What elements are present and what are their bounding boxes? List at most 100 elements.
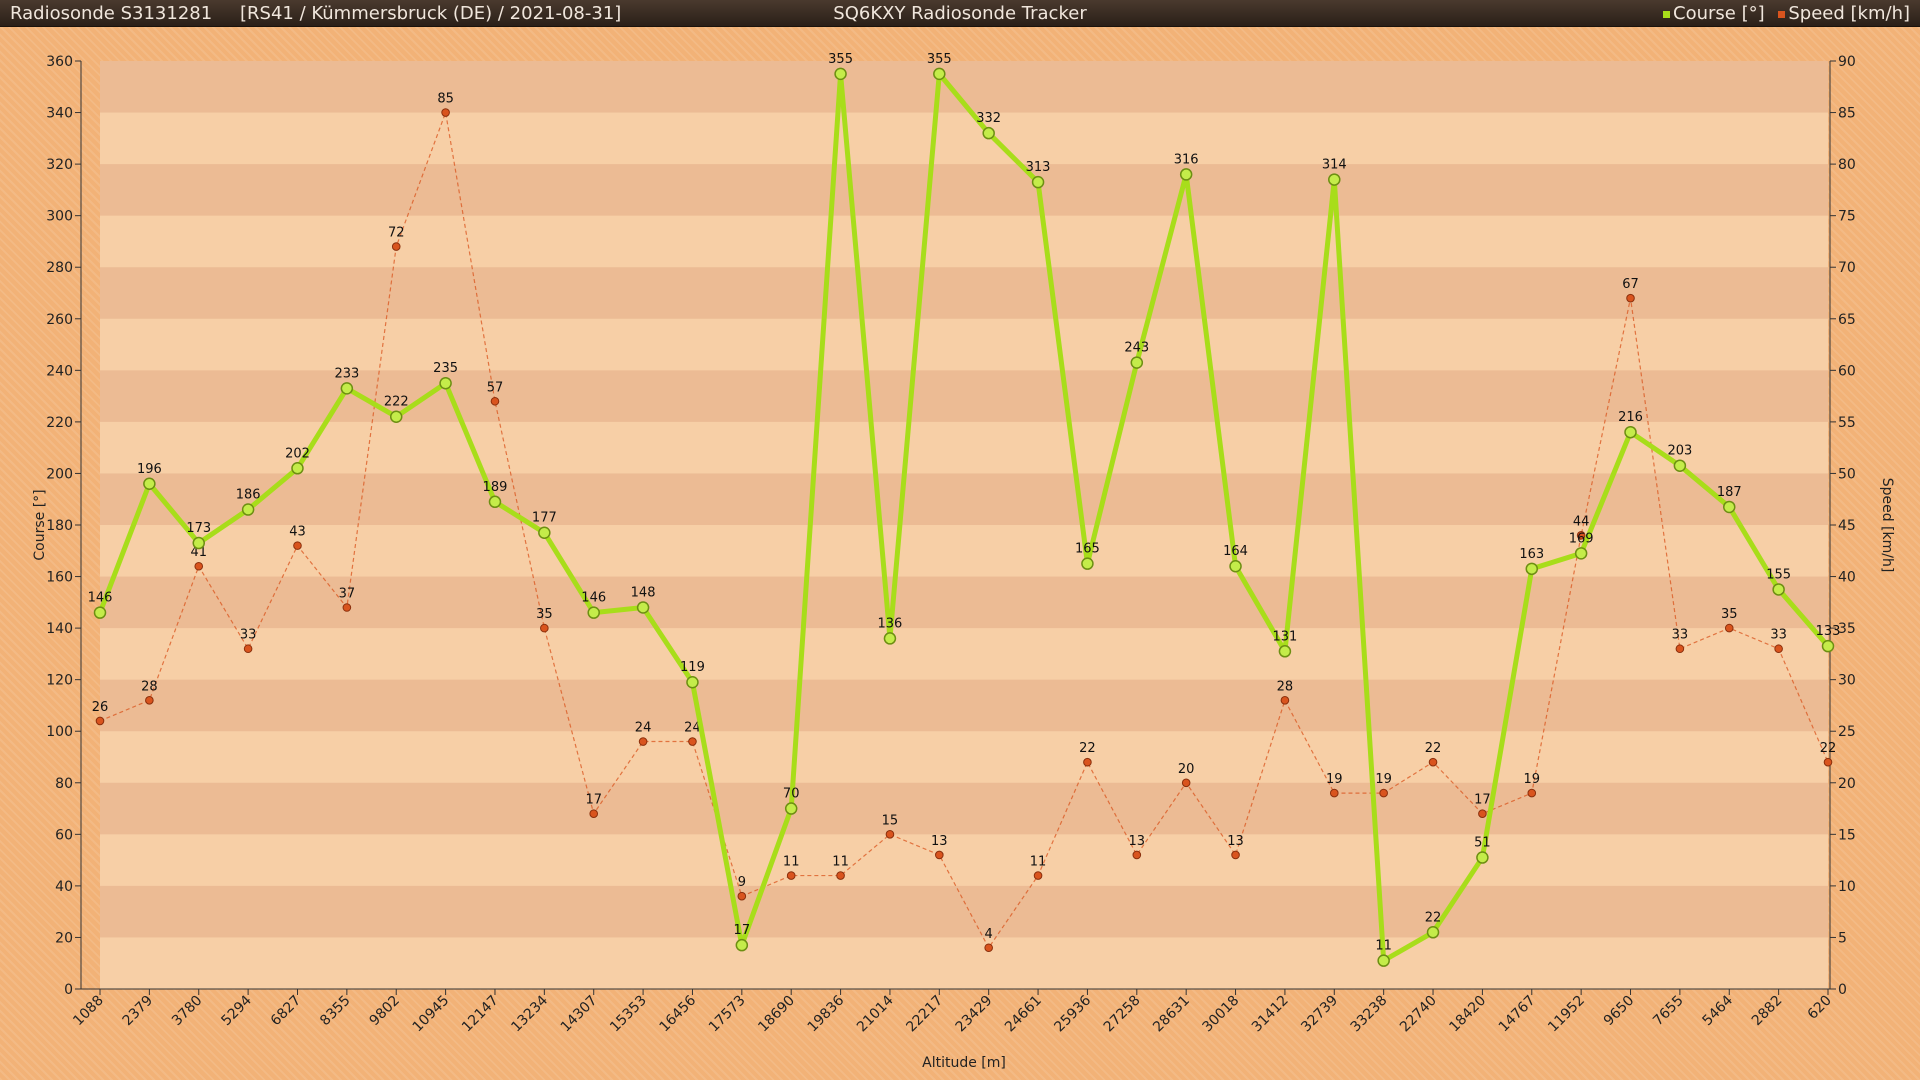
x-tick-label: 31412 [1249, 993, 1292, 1036]
y2-tick-label: 35 [1838, 621, 1856, 637]
course-point [933, 67, 946, 81]
x-tick-label: 21014 [854, 992, 897, 1035]
y2-tick-label: 70 [1838, 260, 1856, 276]
x-tick-label: 5464 [1700, 992, 1737, 1029]
speed-point [1379, 788, 1388, 798]
speed-point [1774, 644, 1783, 654]
speed-point [1478, 809, 1487, 819]
y2-tick-label: 15 [1838, 827, 1856, 843]
legend-course-label: Course [°] [1673, 3, 1765, 24]
course-point [982, 126, 995, 140]
course-point [439, 376, 452, 390]
course-value-label: 165 [1075, 542, 1100, 557]
x-axis-title: Altitude [m] [922, 1055, 1006, 1071]
x-tick-label: 7655 [1650, 993, 1687, 1030]
speed-value-label: 13 [1227, 834, 1244, 849]
course-value-label: 11 [1375, 939, 1392, 954]
legend: Course [°] Speed [km/h] [1655, 0, 1910, 27]
speed-point [1181, 778, 1191, 788]
speed-value-label: 72 [388, 226, 405, 241]
course-value-label: 148 [631, 585, 656, 600]
y-tick-label: 160 [46, 570, 73, 586]
speed-point [194, 561, 204, 571]
y-tick-label: 120 [46, 673, 73, 689]
sonde-id: Radiosonde S3131281 [10, 3, 213, 24]
speed-point [1428, 757, 1438, 767]
course-point [1179, 168, 1193, 181]
course-point [1130, 356, 1144, 369]
speed-value-label: 19 [1375, 772, 1392, 787]
course-point [834, 67, 847, 81]
speed-value-label: 13 [931, 834, 948, 849]
y-tick-label: 40 [55, 879, 73, 895]
speed-value-label: 35 [1721, 607, 1738, 622]
x-tick-label: 32739 [1298, 993, 1341, 1036]
speed-value-label: 17 [585, 793, 602, 808]
y-tick-label: 180 [46, 518, 73, 534]
course-speed-chart: 0204060801001201401601802002202402602803… [32, 52, 1895, 1071]
x-tick-label: 24661 [1002, 993, 1045, 1036]
speed-value-label: 19 [1523, 772, 1540, 787]
speed-point [935, 850, 944, 860]
course-point [1624, 425, 1637, 439]
y2-tick-label: 85 [1838, 106, 1856, 122]
course-point [1821, 639, 1835, 653]
course-value-label: 17 [734, 923, 751, 938]
y-tick-label: 200 [46, 466, 73, 482]
grid-band [100, 164, 1828, 216]
course-point [1328, 173, 1341, 186]
y-tick-label: 320 [46, 157, 73, 173]
x-tick-label: 9650 [1601, 993, 1638, 1030]
speed-value-label: 57 [487, 380, 504, 395]
x-tick-label: 22740 [1397, 993, 1440, 1036]
course-value-label: 355 [927, 52, 952, 67]
speed-value-label: 19 [1326, 772, 1343, 787]
speed-point [1329, 788, 1339, 798]
speed-value-label: 24 [684, 721, 701, 736]
y2-tick-label: 30 [1838, 673, 1856, 689]
course-point [488, 495, 502, 509]
course-value-label: 187 [1717, 485, 1742, 500]
course-point [93, 606, 107, 619]
course-point [735, 938, 749, 952]
speed-point [1527, 788, 1537, 798]
course-value-label: 316 [1174, 152, 1199, 167]
speed-value-label: 44 [1573, 514, 1590, 529]
speed-point [1675, 644, 1685, 654]
x-tick-label: 19836 [805, 992, 848, 1035]
y2-tick-label: 0 [1838, 982, 1847, 998]
course-point [143, 477, 156, 491]
course-value-label: 164 [1223, 544, 1248, 559]
y-tick-label: 340 [46, 106, 73, 122]
speed-line [99, 110, 1829, 949]
course-value-label: 189 [483, 480, 508, 495]
course-point [636, 601, 650, 614]
speed-series: 26 28 41 33 43 37 72 85 57 35 17 24 24 9 11 11 15 13 4 11 22… [92, 92, 1836, 953]
x-tick-label: 9802 [367, 993, 404, 1030]
x-tick-label: 11952 [1545, 993, 1588, 1036]
course-value-label: 313 [1026, 160, 1051, 175]
speed-point [540, 623, 549, 633]
x-tick-label: 2379 [120, 993, 157, 1030]
x-tick-label: 6827 [268, 993, 305, 1030]
x-tick-label: 14767 [1496, 993, 1539, 1036]
grid-band [100, 782, 1828, 835]
course-value-label: 314 [1322, 158, 1347, 173]
y2-tick-label: 65 [1838, 312, 1856, 328]
speed-point [441, 108, 450, 117]
y-tick-label: 260 [46, 312, 73, 328]
y-tick-label: 60 [55, 827, 73, 843]
course-point [389, 410, 403, 423]
x-tick-label: 22217 [903, 993, 946, 1036]
y2-tick-label: 55 [1838, 415, 1856, 431]
y2-tick-label: 45 [1838, 518, 1856, 534]
speed-point [1132, 850, 1142, 860]
grid-band [100, 473, 1828, 525]
y-tick-label: 360 [46, 54, 73, 70]
course-value-label: 133 [1816, 624, 1841, 639]
legend-speed-label: Speed [km/h] [1788, 3, 1910, 24]
grid-band [100, 267, 1828, 319]
x-tick-label: 15353 [607, 993, 650, 1036]
course-point [192, 536, 205, 550]
